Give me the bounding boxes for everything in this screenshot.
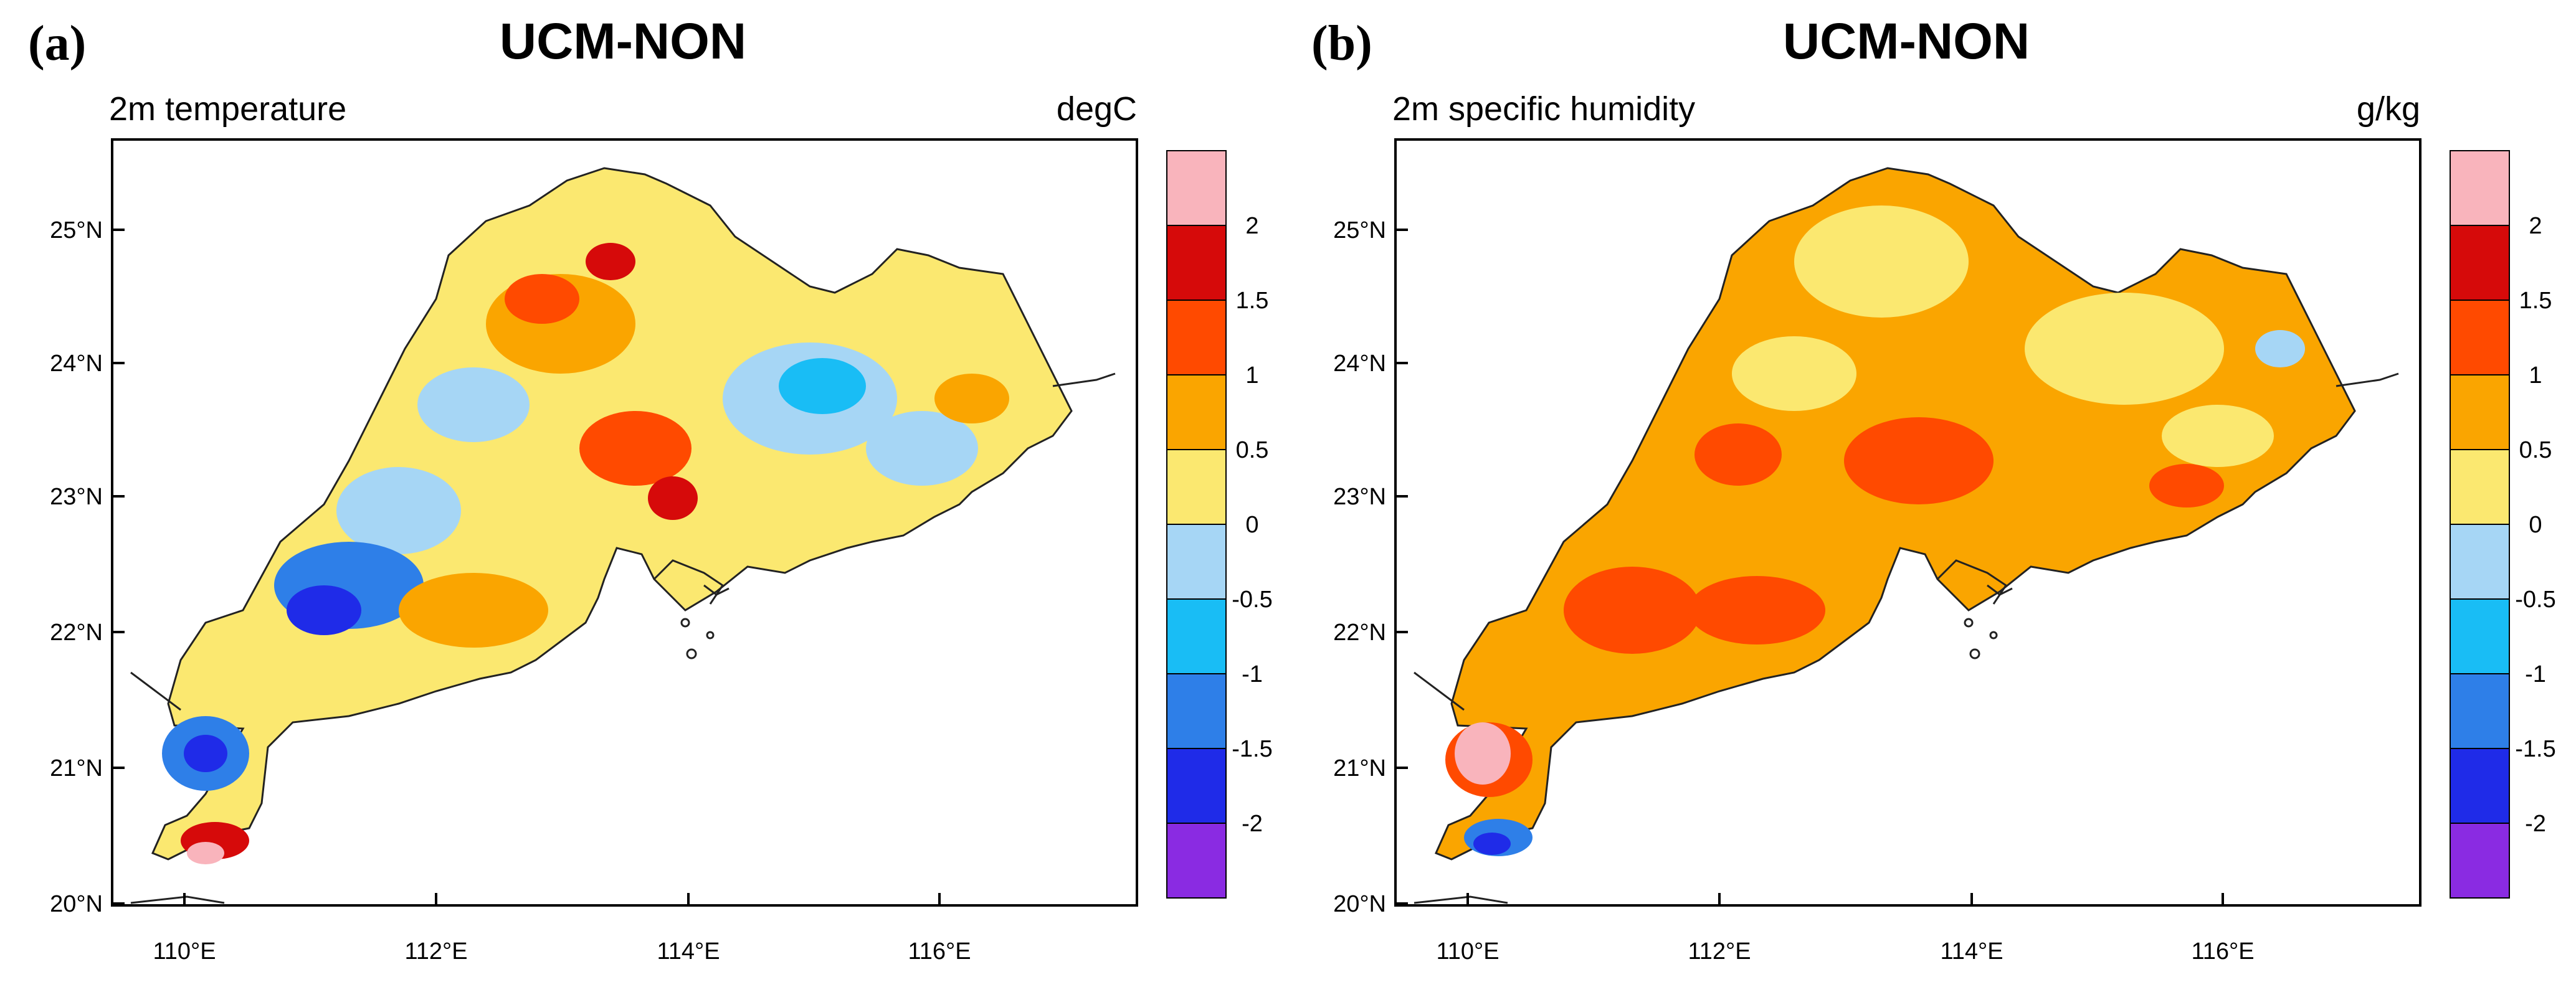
colorbar-label: -1 (1242, 661, 1263, 687)
colorbar-label: -1 (2525, 661, 2546, 687)
panel-letter: (b) (1311, 16, 1372, 71)
colorbar-swatch (2450, 374, 2510, 450)
units-label: degC (1057, 90, 1137, 128)
lat-label: 20°N (50, 891, 103, 917)
lat-label: 23°N (1333, 484, 1386, 510)
colorbar-label: -2 (2525, 811, 2546, 837)
colorbar-swatch (2450, 225, 2510, 301)
colorbar-swatch (1166, 150, 1227, 226)
colorbar-label: -1.5 (1232, 736, 1272, 762)
lon-label: 110°E (153, 938, 216, 965)
anomaly-patches (162, 243, 1009, 864)
colorbar-swatch (2450, 150, 2510, 226)
colorbar-label: 2 (1245, 213, 1258, 239)
lat-label: 23°N (50, 484, 103, 510)
map-content (130, 167, 1116, 904)
colorbar-swatch (1166, 374, 1227, 450)
colorbar-label: 2 (2529, 213, 2542, 239)
variable-label: 2m specific humidity (1392, 90, 1695, 128)
lat-label: 21°N (1333, 755, 1386, 781)
lat-label: 21°N (50, 755, 103, 781)
colorbar-swatch (2450, 300, 2510, 375)
colorbar-swatch (1166, 449, 1227, 525)
map-figure: 2m temperature degC (50, 90, 1273, 965)
longitude-axis (183, 893, 941, 905)
colorbar-swatch (1166, 300, 1227, 375)
lat-label: 24°N (1333, 351, 1386, 377)
map-content (1414, 167, 2399, 904)
colorbar-swatch (2450, 524, 2510, 600)
lon-label: 116°E (908, 938, 971, 965)
latitude-axis (1395, 229, 1408, 905)
lat-label: 24°N (50, 351, 103, 377)
variable-label: 2m temperature (109, 90, 346, 128)
panel-a: (a) UCM-NON 2m temperature degC (0, 0, 1283, 982)
colorbar-label: 0.5 (2519, 437, 2552, 463)
colorbar-label: 0.5 (1236, 437, 1269, 463)
lon-label: 112°E (404, 938, 467, 965)
map-figure: 2m specific humidity g/kg (1333, 90, 2556, 965)
panel-b: (b) UCM-NON 2m specific humidity g/kg (1283, 0, 2567, 982)
lat-label: 22°N (50, 620, 103, 646)
lon-label: 114°E (657, 938, 720, 965)
colorbar (1166, 150, 1227, 899)
colorbar-swatch (2450, 673, 2510, 749)
colorbar-swatch (1166, 748, 1227, 824)
lon-label: 110°E (1436, 938, 1499, 965)
latitude-axis (112, 229, 125, 905)
colorbar-swatch (2450, 748, 2510, 824)
colorbar-swatch (1166, 524, 1227, 600)
colorbar-label: -0.5 (1232, 587, 1272, 613)
panel-letter: (a) (28, 16, 87, 71)
coastline-islands (130, 372, 1116, 904)
colorbar-label: -2 (1242, 811, 1263, 837)
colorbar-label: 1.5 (2519, 288, 2552, 314)
colorbar-swatch (1166, 225, 1227, 301)
units-label: g/kg (2357, 90, 2420, 128)
colorbar-label: 0 (1245, 512, 1258, 538)
lat-label: 25°N (1333, 217, 1386, 243)
anomaly-patches (1445, 205, 2305, 856)
colorbar-label: 1 (2529, 362, 2542, 389)
colorbar-label: -0.5 (2515, 587, 2555, 613)
colorbar-swatch (2450, 823, 2510, 899)
map-frame (1394, 138, 2422, 907)
colorbar-label: 1.5 (1236, 288, 1269, 314)
land-region (151, 167, 1073, 861)
colorbar (2450, 150, 2510, 899)
colorbar-label: 1 (1245, 362, 1258, 389)
lon-label: 116°E (2191, 938, 2254, 965)
colorbar-label: 0 (2529, 512, 2542, 538)
colorbar-label: -1.5 (2515, 736, 2555, 762)
colorbar-swatch (2450, 598, 2510, 674)
lat-label: 25°N (50, 217, 103, 243)
colorbar-swatch (1166, 673, 1227, 749)
coastline-islands (1414, 372, 2399, 904)
lon-label: 112°E (1688, 938, 1751, 965)
colorbar-swatch (1166, 598, 1227, 674)
panel-title: UCM-NON (1782, 13, 2030, 70)
lat-label: 20°N (1333, 891, 1386, 917)
longitude-axis (1466, 893, 2224, 905)
colorbar-swatch (2450, 449, 2510, 525)
lon-label: 114°E (1940, 938, 2003, 965)
lat-label: 22°N (1333, 620, 1386, 646)
panel-title: UCM-NON (499, 13, 747, 70)
colorbar-swatch (1166, 823, 1227, 899)
map-frame (111, 138, 1138, 907)
